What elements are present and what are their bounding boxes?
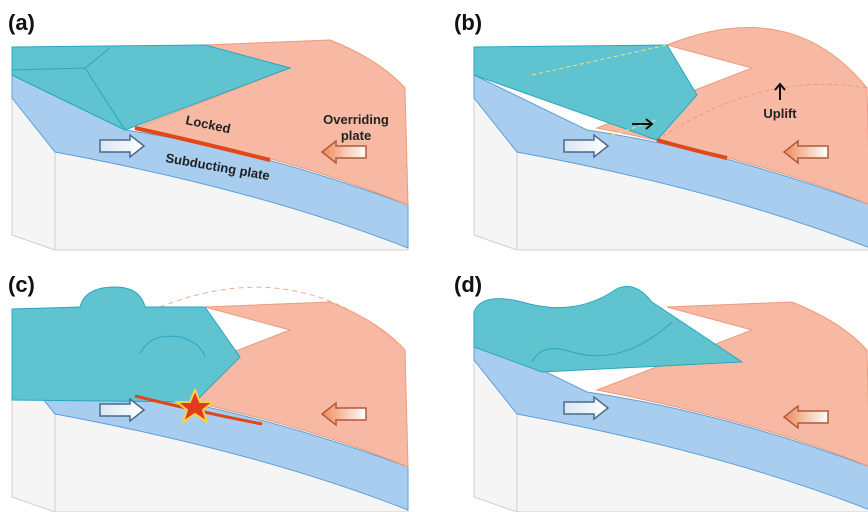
panel-b: Uplift (b) xyxy=(454,10,868,250)
figure: Locked Overriding plate Subducting plate… xyxy=(0,0,868,512)
panel-label: (a) xyxy=(8,10,35,35)
panel-label: (d) xyxy=(454,272,482,297)
panel-c: (c) xyxy=(8,272,408,512)
panel-label: (c) xyxy=(8,272,35,297)
panel-label: (b) xyxy=(454,10,482,35)
annotation: Uplift xyxy=(763,106,797,121)
panel-d: (d) xyxy=(454,272,868,512)
ocean-wave xyxy=(12,287,240,402)
annotation: plate xyxy=(341,128,371,143)
ocean-wave xyxy=(474,286,742,372)
annotation: Overriding xyxy=(323,112,389,127)
panel-a: Locked Overriding plate Subducting plate… xyxy=(8,10,408,250)
